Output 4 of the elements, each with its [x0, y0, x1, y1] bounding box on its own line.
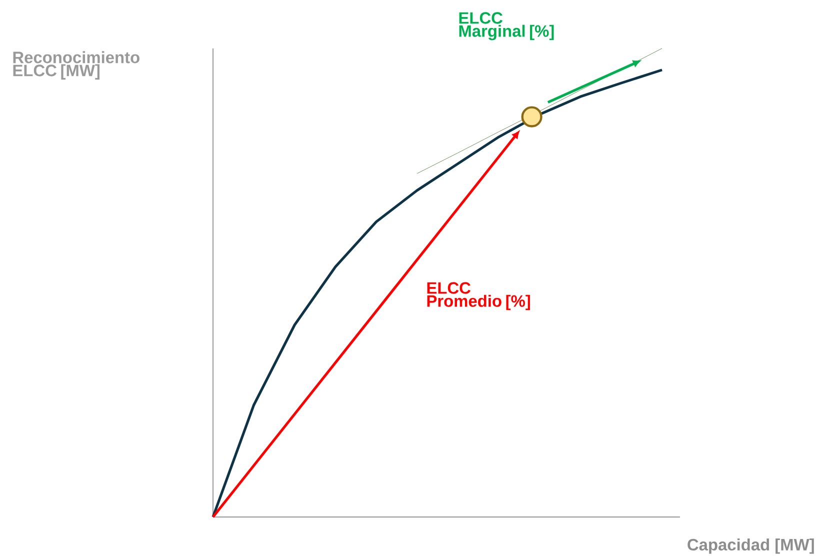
text: ELCC Marginal [%]	[459, 12, 554, 40]
y-axis-title: Reconocimiento ELCC [MW]	[13, 51, 140, 80]
annotation: ELCC Promedio [%]	[427, 282, 530, 310]
x-axis-title: Capacidad [MW]	[688, 538, 814, 554]
